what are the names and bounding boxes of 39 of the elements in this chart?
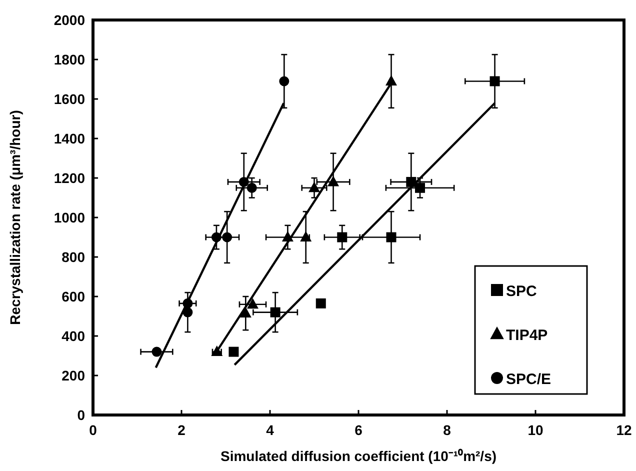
point xyxy=(308,182,320,192)
x-tick-label: 2 xyxy=(178,422,186,438)
y-tick-label: 600 xyxy=(62,288,86,304)
point xyxy=(337,232,348,242)
point xyxy=(415,182,426,193)
y-tick-label: 0 xyxy=(77,407,86,423)
y-tick-label: 1800 xyxy=(54,52,86,68)
x-tick-label: 4 xyxy=(266,422,274,438)
point xyxy=(246,182,257,193)
point xyxy=(279,76,290,86)
y-axis-title: Recrystallization rate (μm³/hour) xyxy=(7,110,23,325)
point xyxy=(152,346,162,357)
x-tick-label: 12 xyxy=(616,422,632,438)
point xyxy=(211,346,223,356)
legend-label: SPC xyxy=(506,283,538,300)
point xyxy=(246,298,258,309)
point xyxy=(316,298,326,308)
x-tick-label: 6 xyxy=(354,422,363,438)
y-tick-label: 1600 xyxy=(54,91,86,107)
point xyxy=(386,232,396,242)
x-tick-label: 10 xyxy=(528,422,544,438)
y-tick-label: 1000 xyxy=(54,210,86,226)
point xyxy=(270,307,280,318)
y-tick-label: 200 xyxy=(62,368,86,384)
y-tick-label: 2000 xyxy=(54,12,86,28)
point xyxy=(490,76,500,86)
y-tick-label: 1400 xyxy=(54,130,86,146)
x-tick-label: 0 xyxy=(89,422,98,438)
y-tick-label: 800 xyxy=(62,249,86,265)
legend-label: SPC/E xyxy=(506,371,552,388)
x-axis-title: Simulated diffusion coefficient (10⁻¹⁰m²/s) xyxy=(220,448,497,464)
point xyxy=(228,346,239,357)
point xyxy=(385,74,397,86)
legend-label: TIP4P xyxy=(506,327,548,344)
point xyxy=(328,176,340,186)
x-tick-label: 8 xyxy=(443,422,452,438)
point xyxy=(222,232,232,242)
y-tick-label: 1200 xyxy=(54,170,86,186)
y-tick-label: 400 xyxy=(62,328,86,344)
